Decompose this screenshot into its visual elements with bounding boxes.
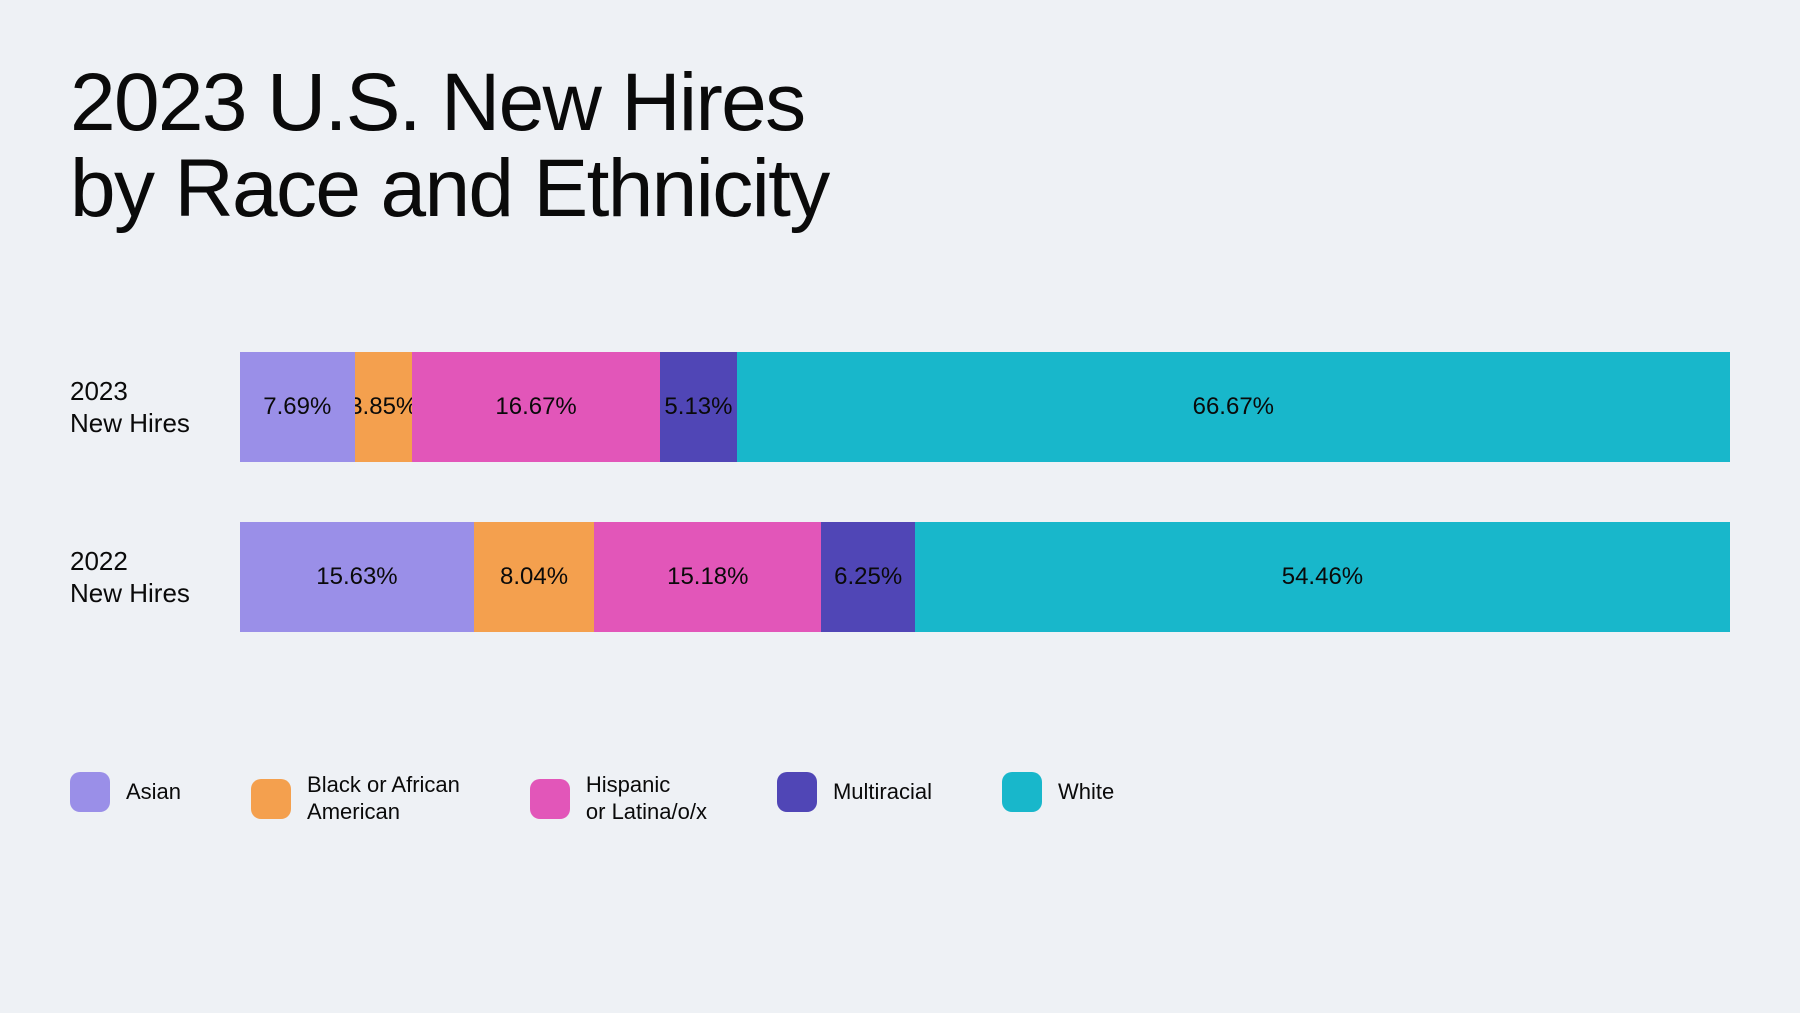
legend-item-asian: Asian <box>70 772 181 812</box>
bar-row-label: 2022New Hires <box>70 545 240 610</box>
stacked-bar: 7.69% 3.85% 16.67% 5.13% 66.67% <box>240 352 1730 462</box>
legend-label: White <box>1058 779 1114 805</box>
bar-segment-white: 66.67% <box>737 352 1730 462</box>
bar-segment-value: 15.63% <box>316 563 397 591</box>
bar-segment-black: 3.85% <box>355 352 412 462</box>
title-line-1: 2023 U.S. New Hires <box>70 57 804 148</box>
legend-label: Hispanicor Latina/o/x <box>586 772 707 825</box>
legend-swatch <box>530 779 570 819</box>
bar-segment-multiracial: 5.13% <box>660 352 736 462</box>
bar-segment-black: 8.04% <box>474 522 594 632</box>
legend: Asian Black or AfricanAmerican Hispanicor … <box>70 772 1730 825</box>
legend-item-black: Black or AfricanAmerican <box>251 772 460 825</box>
legend-label: Asian <box>126 779 181 805</box>
legend-item-hispanic: Hispanicor Latina/o/x <box>530 772 707 825</box>
bar-segment-asian: 15.63% <box>240 522 474 632</box>
page-title: 2023 U.S. New Hires by Race and Ethnicit… <box>70 60 1730 232</box>
bar-segment-hispanic: 15.18% <box>594 522 821 632</box>
bar-segment-value: 16.67% <box>495 393 576 421</box>
bar-row-label: 2023New Hires <box>70 375 240 440</box>
bar-segment-value: 5.13% <box>664 393 732 421</box>
legend-swatch <box>251 779 291 819</box>
legend-label: Multiracial <box>833 779 932 805</box>
bar-row: 2022New Hires 15.63% 8.04% 15.18% 6.25% 54.46… <box>70 522 1730 632</box>
legend-item-white: White <box>1002 772 1114 812</box>
bar-segment-asian: 7.69% <box>240 352 355 462</box>
title-line-2: by Race and Ethnicity <box>70 143 829 234</box>
bar-segment-value: 54.46% <box>1282 563 1363 591</box>
chart-container: 2023 U.S. New Hires by Race and Ethnicit… <box>0 0 1800 825</box>
bar-segment-value: 6.25% <box>834 563 902 591</box>
bar-segment-value: 15.18% <box>667 563 748 591</box>
bar-segment-value: 7.69% <box>263 393 331 421</box>
bar-segment-white: 54.46% <box>915 522 1730 632</box>
legend-item-multiracial: Multiracial <box>777 772 932 812</box>
bar-segment-value: 66.67% <box>1193 393 1274 421</box>
legend-swatch <box>777 772 817 812</box>
bar-segment-value: 3.85% <box>355 393 412 421</box>
bar-segment-multiracial: 6.25% <box>821 522 915 632</box>
bar-segment-value: 8.04% <box>500 563 568 591</box>
legend-label: Black or AfricanAmerican <box>307 772 460 825</box>
legend-swatch <box>70 772 110 812</box>
legend-swatch <box>1002 772 1042 812</box>
stacked-bar: 15.63% 8.04% 15.18% 6.25% 54.46% <box>240 522 1730 632</box>
bar-segment-hispanic: 16.67% <box>412 352 660 462</box>
bar-row: 2023New Hires 7.69% 3.85% 16.67% 5.13% 66.67% <box>70 352 1730 462</box>
stacked-bar-chart: 2023New Hires 7.69% 3.85% 16.67% 5.13% 66.67%… <box>70 352 1730 632</box>
